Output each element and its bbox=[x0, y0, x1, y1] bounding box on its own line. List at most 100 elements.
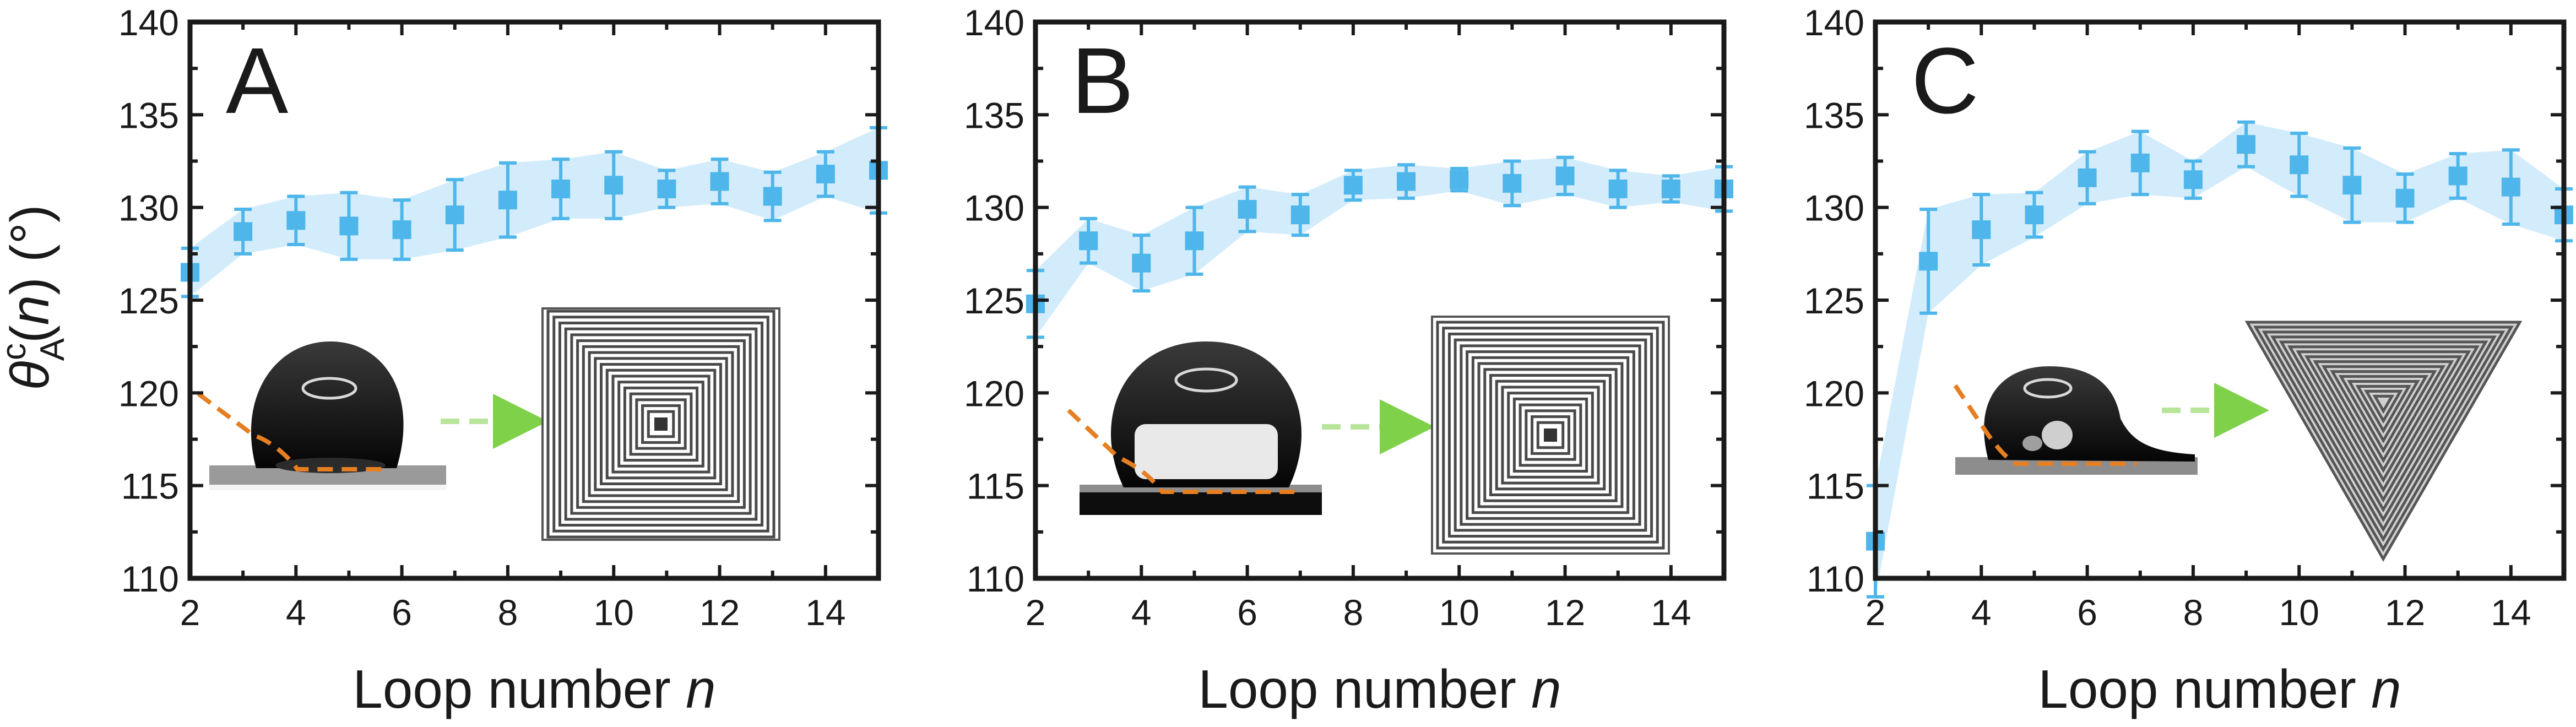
panel-a-data-point bbox=[816, 165, 835, 184]
panel-a-error-band bbox=[190, 127, 878, 297]
y-label-open-paren: ( bbox=[0, 325, 60, 343]
panel-c-data-point bbox=[2130, 153, 2150, 172]
spiral-ring bbox=[546, 310, 775, 539]
panel-a-y-tick-label: 115 bbox=[121, 466, 179, 507]
panel-b-error-band bbox=[1035, 157, 1724, 338]
panel-c-x-tick-label: 4 bbox=[1971, 592, 1992, 633]
panel-a-data-point bbox=[339, 216, 359, 236]
spiral-ring bbox=[629, 392, 693, 456]
spiral-ring bbox=[552, 316, 769, 533]
spiral-ring bbox=[600, 363, 722, 485]
spiral-ring bbox=[558, 321, 764, 527]
spiral-center bbox=[654, 417, 668, 431]
panel-c-x-tick-label: 12 bbox=[2385, 592, 2425, 633]
panel-a-y-tick-label: 125 bbox=[118, 280, 179, 321]
y-label-superscript: c bbox=[0, 343, 33, 360]
panel-b-data-point bbox=[1238, 200, 1257, 219]
spiral-ring bbox=[1512, 397, 1588, 473]
panel-a-data-point bbox=[710, 172, 729, 191]
spiral-ring bbox=[582, 345, 740, 503]
spiral-ring bbox=[1436, 321, 1665, 550]
spiral-ring bbox=[576, 339, 746, 509]
y-label-unit: (°) bbox=[0, 204, 60, 277]
panel-b-data-point bbox=[1185, 231, 1204, 251]
panel-c-label: C bbox=[1911, 29, 1979, 133]
panel-c-markers bbox=[1866, 135, 2573, 551]
spiral-center bbox=[1544, 428, 1557, 442]
panel-c-y-tick-label: 120 bbox=[1804, 373, 1864, 414]
spiral-ring bbox=[2270, 335, 2497, 533]
spiral-ring bbox=[2262, 330, 2506, 542]
panel-a-xlabel-var: n bbox=[686, 659, 716, 719]
spiral-ring bbox=[2330, 370, 2437, 463]
panel-a-label: A bbox=[226, 29, 289, 133]
panel-c-y-tick-label: 130 bbox=[1804, 188, 1864, 229]
panel-b-data-point bbox=[1343, 176, 1363, 195]
panel-b-y-tick-label: 120 bbox=[964, 373, 1024, 414]
panel-b-x-tick-label: 14 bbox=[1651, 592, 1691, 633]
spiral-ring bbox=[1466, 350, 1635, 520]
panel-a-y-tick-label: 135 bbox=[118, 95, 179, 135]
spiral-ring bbox=[2372, 394, 2395, 414]
panel-a-x-axis-label: Loop number n bbox=[352, 659, 715, 719]
spiral-ring bbox=[1536, 421, 1565, 449]
panel-c-y-tick-label: 115 bbox=[1807, 466, 1864, 507]
panel-c-xlabel-var: n bbox=[2371, 659, 2401, 719]
spiral-ring bbox=[1483, 368, 1618, 502]
spiral-ring bbox=[2338, 375, 2429, 453]
spiral-ring bbox=[2355, 384, 2412, 434]
panel-b-band-layer bbox=[1035, 157, 1724, 338]
spiral-ring bbox=[1519, 403, 1582, 467]
panel-c-y-tick-label: 135 bbox=[1804, 95, 1864, 135]
spiral-ring bbox=[2287, 345, 2480, 513]
panel-a-x-tick-label: 4 bbox=[286, 592, 306, 633]
panel-b-data-point bbox=[1450, 170, 1469, 189]
panel-c-data-point bbox=[1972, 220, 1991, 240]
panel-b-x-tick-label: 8 bbox=[1343, 592, 1364, 633]
y-axis-label: θAc(n) (°) bbox=[0, 204, 72, 390]
panel-c-x-tick-label: 10 bbox=[2279, 592, 2319, 633]
spiral-ring bbox=[2321, 365, 2446, 473]
panel-a-ticks: 110 115 120 125 130 135 140 2 4 6 8 10 12 14 bbox=[118, 2, 880, 633]
spiral-ring bbox=[1471, 356, 1630, 514]
spiral-ring bbox=[1525, 409, 1576, 461]
panel-b-y-tick-label: 125 bbox=[964, 280, 1024, 321]
panel-a-x-tick-label: 6 bbox=[392, 592, 412, 633]
spiral-ring bbox=[1501, 386, 1600, 485]
panel-a-data-point bbox=[234, 222, 253, 241]
panel-b-data-point bbox=[1079, 231, 1098, 251]
spiral-ring bbox=[1531, 415, 1570, 455]
spiral-ring bbox=[2296, 350, 2471, 503]
panel-a-data-point bbox=[286, 211, 306, 230]
panel-a-y-tick-label: 110 bbox=[121, 558, 179, 599]
panel-c-data-point bbox=[2290, 155, 2309, 175]
panel-b-insets bbox=[1067, 316, 1670, 555]
y-label-theta: θ bbox=[0, 361, 60, 390]
panel-c-data-point bbox=[2395, 188, 2415, 208]
panel-a-x-tick-label: 2 bbox=[180, 592, 200, 633]
panel-a-insets bbox=[197, 307, 780, 541]
spiral-ring bbox=[1460, 344, 1641, 526]
spiral-ring bbox=[635, 398, 687, 450]
panel-c-y-tick-label: 110 bbox=[1807, 558, 1864, 599]
panel-c-x-tick-label: 2 bbox=[1865, 592, 1886, 633]
panel-b-x-tick-label: 10 bbox=[1439, 592, 1479, 633]
panel-b-data-point bbox=[1661, 180, 1680, 198]
panel-a-droplet-photo bbox=[197, 341, 446, 490]
y-label-close-paren: ) bbox=[0, 277, 60, 295]
panel-c-insets bbox=[1953, 321, 2523, 562]
panel-c-data-point bbox=[2342, 176, 2362, 195]
panel-b-droplet-photo bbox=[1067, 341, 1322, 515]
panel-b-square-spiral-pattern bbox=[1431, 316, 1670, 555]
panel-a-data-point bbox=[604, 176, 623, 195]
panel-b-ticks: 110 115 120 125 130 135 140 2 4 6 8 10 12 14 bbox=[964, 2, 1726, 633]
panel-b-data-point bbox=[1290, 205, 1310, 225]
panel-b-y-tick-label: 135 bbox=[964, 95, 1024, 135]
panel-c-data-point bbox=[2448, 166, 2467, 186]
panel-b-xlabel-var: n bbox=[1531, 659, 1561, 719]
panel-b-y-tick-label: 140 bbox=[964, 2, 1024, 43]
spiral-ring bbox=[564, 327, 758, 521]
panel-a: 110 115 120 125 130 135 140 2 4 6 8 10 12 14 A Loop n… bbox=[118, 2, 888, 719]
panel-a-y-tick-label: 140 bbox=[118, 2, 179, 43]
panel-b-x-axis-label: Loop number n bbox=[1198, 659, 1561, 719]
